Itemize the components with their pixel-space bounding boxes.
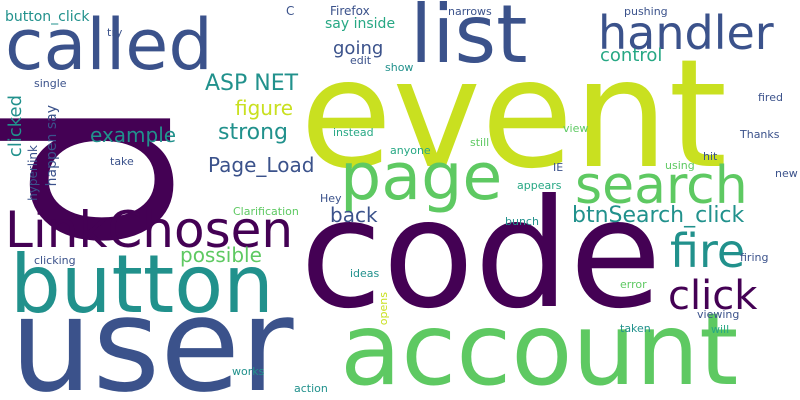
word-fire: fire <box>670 224 746 278</box>
word-button: button <box>10 238 274 331</box>
word-using: using <box>665 159 695 172</box>
word-example: example <box>90 123 177 147</box>
word-Page_Load: Page_Load <box>208 153 315 177</box>
word-ideas: ideas <box>350 267 380 280</box>
word-action: action <box>294 382 328 395</box>
word-handler: handler <box>598 6 774 60</box>
word-works: works <box>232 365 265 378</box>
word-happen-say: happen say <box>44 105 60 187</box>
word-take: take <box>110 155 134 168</box>
word-viewing: viewing <box>697 308 740 321</box>
word-search: search <box>575 156 748 216</box>
word-fired: fired <box>758 91 783 104</box>
word-still: still <box>470 136 490 149</box>
word-IE: IE <box>553 161 564 174</box>
word-narrows: narrows <box>448 5 492 18</box>
word-clicking: clicking <box>34 254 76 267</box>
word-single: single <box>34 77 67 90</box>
word-firing: firing <box>740 251 769 264</box>
word-view: view <box>563 122 589 135</box>
word-Firefox: Firefox <box>330 4 370 18</box>
word-event: event <box>300 28 728 202</box>
word-show: show <box>385 61 414 74</box>
word-possible: possible <box>180 243 262 267</box>
word-button_click: button_click <box>5 9 90 25</box>
word-clicked: clicked <box>5 95 26 158</box>
word-edit: edit <box>350 54 372 67</box>
word-taken: taken <box>620 322 651 335</box>
word-say-inside: say inside <box>325 16 396 32</box>
word-anyone: anyone <box>390 144 431 157</box>
word-pushing: pushing <box>624 5 668 18</box>
word-account: account <box>340 291 739 400</box>
word-btnSearch_click: btnSearch_click <box>572 203 745 228</box>
word-Thanks: Thanks <box>740 128 780 141</box>
word-Clarification: Clarification <box>233 205 299 218</box>
word-back: back <box>330 203 378 227</box>
word-new: new <box>775 167 798 180</box>
word-hyperlink: hyperlink <box>26 145 40 201</box>
word-called: called <box>5 4 213 86</box>
word-instead: instead <box>333 126 374 139</box>
word-bunch: bunch <box>505 215 539 228</box>
word-strong: strong <box>218 120 289 145</box>
word-Hey: Hey <box>320 192 342 205</box>
word-will: will <box>711 323 730 336</box>
word-ASP-NET: ASP NET <box>205 71 299 96</box>
word-code: code <box>300 168 662 342</box>
word-opens: opens <box>377 292 390 326</box>
word-click: click <box>668 273 758 319</box>
word-page: page <box>340 140 503 215</box>
word-C: C <box>286 4 295 18</box>
word-figure: figure <box>235 96 294 120</box>
word-try: try <box>107 26 123 39</box>
word-list: list <box>410 0 528 81</box>
word-control: control <box>600 45 663 66</box>
word-hit: hit <box>703 150 718 163</box>
word-user: user <box>10 269 294 400</box>
word-LinkChosen: LinkChosen <box>5 201 294 259</box>
word-appears: appears <box>517 179 562 192</box>
word-going: going <box>333 38 384 59</box>
word-error: error <box>620 278 647 291</box>
